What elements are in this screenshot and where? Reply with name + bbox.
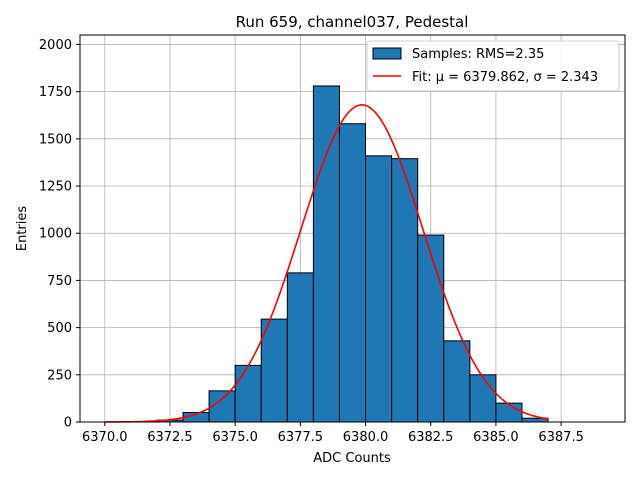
histogram-bar bbox=[495, 402, 523, 423]
chart-title: Run 659, channel037, Pedestal bbox=[236, 13, 469, 31]
y-tick-label: 1750 bbox=[39, 85, 72, 100]
x-tick-label: 6377.5 bbox=[278, 430, 324, 445]
y-tick-label: 1500 bbox=[39, 132, 72, 147]
y-axis-label: Entries bbox=[15, 206, 30, 252]
histogram-bars bbox=[130, 85, 549, 423]
legend-label-samples: Samples: RMS=2.35 bbox=[412, 47, 544, 62]
y-tick-label: 1000 bbox=[39, 227, 72, 242]
histogram-bar bbox=[208, 390, 236, 423]
histogram-bar bbox=[338, 123, 367, 423]
x-tick-label: 6380.0 bbox=[343, 430, 389, 445]
histogram-bar bbox=[417, 234, 445, 423]
fit-curve bbox=[104, 104, 549, 423]
x-tick-label: 6382.5 bbox=[408, 430, 454, 445]
histogram-bar bbox=[443, 340, 471, 423]
x-tick-label: 6370.0 bbox=[82, 430, 128, 445]
histogram-bar bbox=[469, 374, 497, 423]
x-axis: 6370.0 6372.5 6375.0 6377.5 6380.0 6382.5 6385… bbox=[82, 422, 584, 445]
y-tick-label: 250 bbox=[47, 368, 72, 383]
x-tick-label: 6385.0 bbox=[473, 430, 519, 445]
y-tick-label: 750 bbox=[47, 274, 72, 289]
legend-label-fit: Fit: μ = 6379.862, σ = 2.343 bbox=[412, 70, 598, 85]
histogram-bar bbox=[312, 85, 340, 423]
y-axis: 0 250 500 750 1000 1250 1500 1750 2000 bbox=[39, 38, 80, 431]
legend-box bbox=[366, 40, 620, 92]
x-tick-label: 6387.5 bbox=[538, 430, 584, 445]
x-axis-label: ADC Counts bbox=[313, 451, 391, 466]
y-tick-label: 1250 bbox=[39, 180, 72, 195]
x-tick-label: 6375.0 bbox=[212, 430, 258, 445]
legend-swatch-samples bbox=[372, 47, 402, 60]
histogram-bar bbox=[286, 272, 314, 423]
histogram-bar bbox=[365, 155, 393, 423]
plot-frame bbox=[79, 34, 626, 423]
y-tick-label: 500 bbox=[47, 321, 72, 336]
legend: Samples: RMS=2.35 Fit: μ = 6379.862, σ =… bbox=[366, 40, 620, 92]
histogram-bar bbox=[234, 364, 262, 423]
histogram-bar bbox=[260, 318, 288, 423]
y-tick-label: 2000 bbox=[39, 38, 72, 53]
y-tick-label: 0 bbox=[64, 416, 72, 431]
x-tick-label: 6372.5 bbox=[147, 430, 193, 445]
histogram-bar bbox=[391, 158, 419, 423]
